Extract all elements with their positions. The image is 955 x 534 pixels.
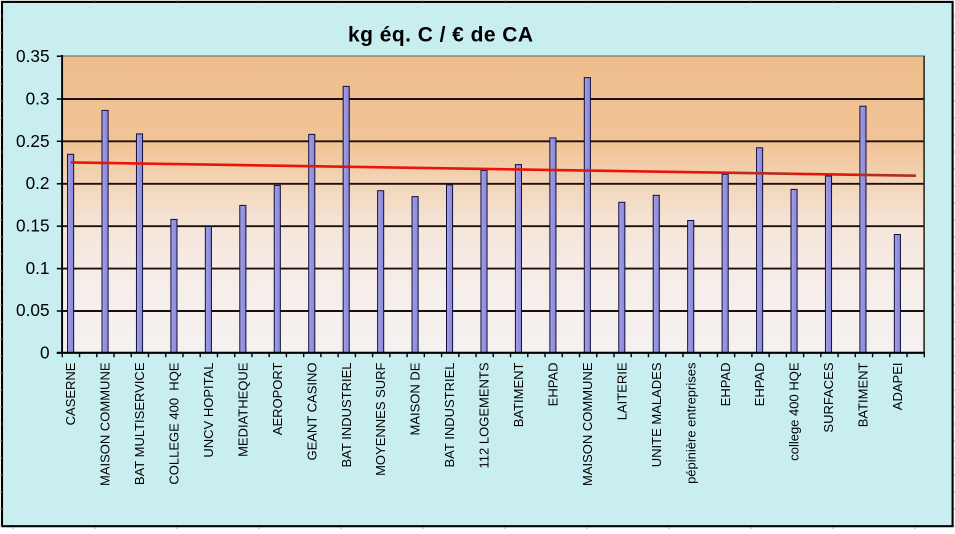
svg-text:SURFACES: SURFACES <box>821 362 836 432</box>
svg-text:COLLEGE 400 HQE: COLLEGE 400 HQE <box>167 362 182 484</box>
svg-text:EHPAD: EHPAD <box>718 363 733 407</box>
svg-text:BATIMENT: BATIMENT <box>511 362 526 427</box>
svg-text:MEDIATHEQUE: MEDIATHEQUE <box>235 362 250 457</box>
svg-text:LAITERIE: LAITERIE <box>614 362 629 420</box>
svg-text:0.05: 0.05 <box>16 300 49 320</box>
svg-text:0: 0 <box>40 343 50 363</box>
svg-text:0.35: 0.35 <box>16 46 49 66</box>
svg-text:pépinière entreprises: pépinière entreprises <box>683 362 698 484</box>
svg-text:UNCV HOPITAL: UNCV HOPITAL <box>201 363 216 458</box>
svg-text:0.2: 0.2 <box>26 173 50 193</box>
svg-text:0.15: 0.15 <box>16 216 49 236</box>
svg-text:BAT INDUSTRIEL: BAT INDUSTRIEL <box>442 362 457 467</box>
svg-text:CASERNE: CASERNE <box>63 362 78 425</box>
svg-text:UNITE MALADES: UNITE MALADES <box>649 362 664 467</box>
svg-text:MAISON DE: MAISON DE <box>408 362 423 435</box>
svg-text:0.1: 0.1 <box>26 258 50 278</box>
svg-text:0.25: 0.25 <box>16 131 49 151</box>
svg-text:0.3: 0.3 <box>26 89 50 109</box>
svg-text:kg éq. C / € de CA: kg éq. C / € de CA <box>348 23 533 46</box>
svg-text:BAT MULTISERVICE: BAT MULTISERVICE <box>132 362 147 485</box>
svg-text:MOYENNES SURF: MOYENNES SURF <box>373 362 388 475</box>
svg-text:BATIMENT: BATIMENT <box>856 362 871 427</box>
svg-text:MAISON COMMUNE: MAISON COMMUNE <box>580 362 595 486</box>
svg-text:MAISON COMMUNE: MAISON COMMUNE <box>98 362 113 486</box>
svg-text:GEANT CASINO: GEANT CASINO <box>304 363 319 461</box>
svg-text:112 LOGEMENTS: 112 LOGEMENTS <box>477 362 492 468</box>
svg-text:BAT INDUSTRIEL: BAT INDUSTRIEL <box>339 363 354 468</box>
svg-text:ADAPEI: ADAPEI <box>890 363 905 411</box>
svg-text:EHPAD: EHPAD <box>752 363 767 407</box>
svg-text:college 400 HQE: college 400 HQE <box>787 362 802 461</box>
svg-text:AEROPORT: AEROPORT <box>270 362 285 435</box>
svg-text:EHPAD: EHPAD <box>546 363 561 407</box>
